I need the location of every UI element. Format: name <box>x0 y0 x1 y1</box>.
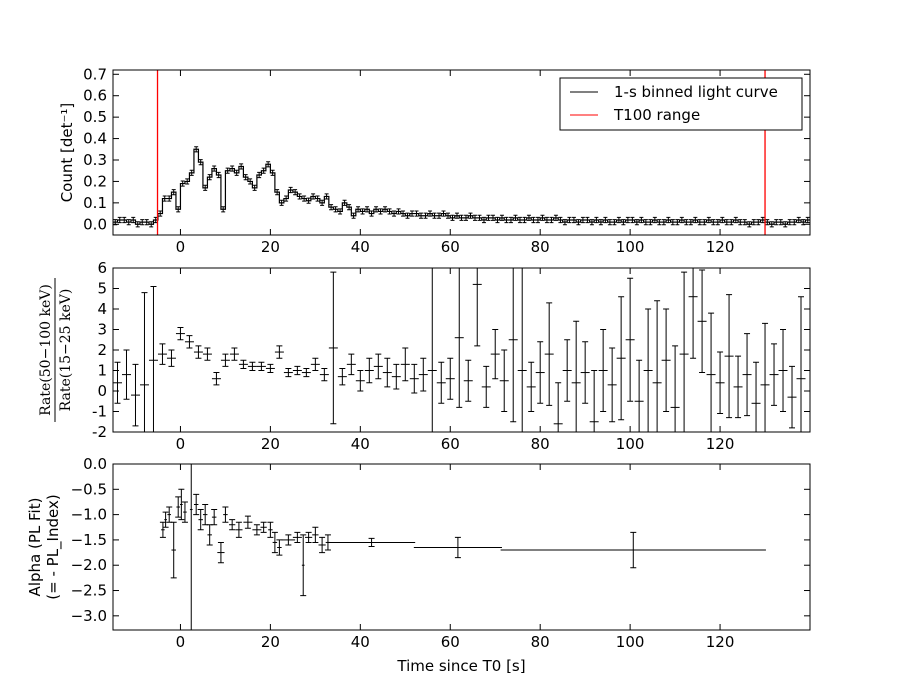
x-tick-label: 60 <box>441 238 460 256</box>
x-tick-label: 60 <box>441 435 460 453</box>
x-tick-label: 120 <box>706 435 735 453</box>
x-tick-label: 0 <box>176 435 186 453</box>
y-tick-label: 3 <box>97 321 107 339</box>
x-tick-label: 20 <box>261 238 280 256</box>
panel: 0 20 40 60 80 100 120 -2 -1 0 1 2 3 4 5 6 Rate(50−100 ke… <box>38 259 811 453</box>
y-tick-label: 0.4 <box>83 130 107 148</box>
x-tick-label: 100 <box>616 238 645 256</box>
y-tick-label: −1.5 <box>71 531 107 549</box>
y-tick-label: −2.0 <box>71 556 107 574</box>
y-axis-label: Alpha (PL Fit) <box>26 498 44 597</box>
y-tick-label: 0.5 <box>83 108 107 126</box>
legend-label: 1-s binned light curve <box>614 83 778 101</box>
y-tick-label: −3.0 <box>71 607 107 625</box>
plot-area <box>113 70 810 235</box>
legend <box>559 77 803 131</box>
x-tick-label: 100 <box>616 633 645 651</box>
y-tick-label: 0.7 <box>83 65 107 83</box>
x-tick-label: 100 <box>616 435 645 453</box>
x-tick-label: 60 <box>441 633 460 651</box>
y-label-numerator: Rate(50−100 keV) <box>38 284 54 416</box>
y-axis-label: Rate(50−100 keV) Rate(15−25 keV) <box>38 278 74 422</box>
y-tick-label: 5 <box>97 280 107 298</box>
panel: 0 20 40 60 80 100 120 0.0 0.1 0.2 0.3 0.4 0.5 0.6 0.7 1… <box>58 65 811 256</box>
y-axis-label: (= - PL_Index) <box>44 494 63 599</box>
x-tick-label: 20 <box>261 633 280 651</box>
light-curve <box>113 148 810 225</box>
x-tick-label: 40 <box>351 633 370 651</box>
x-tick-label: 80 <box>531 238 550 256</box>
plot-area <box>113 268 806 432</box>
x-tick-label: 120 <box>706 633 735 651</box>
y-tick-label: 1 <box>97 362 107 380</box>
y-tick-label: −1.0 <box>71 506 107 524</box>
x-tick-label: 20 <box>261 435 280 453</box>
x-tick-label: 80 <box>531 435 550 453</box>
axes-frame <box>112 69 811 236</box>
y-error-bar <box>190 464 192 630</box>
y-tick-label: 0.3 <box>83 151 107 169</box>
y-tick-label: −0.5 <box>71 480 107 498</box>
x-tick-label: 0 <box>176 633 186 651</box>
y-tick-label: −2.5 <box>71 582 107 600</box>
y-tick-label: 0.2 <box>83 172 107 190</box>
y-tick-label: 0.6 <box>83 87 107 105</box>
y-tick-label: 4 <box>97 300 107 318</box>
y-tick-label: 6 <box>97 259 107 277</box>
y-tick-label: 0.0 <box>83 215 107 233</box>
axes-frame <box>112 463 811 631</box>
y-tick-label: -2 <box>92 423 107 441</box>
plot-area <box>159 464 766 630</box>
x-tick-label: 120 <box>706 238 735 256</box>
y-tick-label: 0.1 <box>83 194 107 212</box>
x-tick-label: 40 <box>351 238 370 256</box>
axes-frame <box>112 267 811 433</box>
y-tick-label: 0 <box>97 382 107 400</box>
panel: 0 20 40 60 80 100 120 −3.0 −2.5 −2.0 −1.5 −1.0 −0.5 0… <box>26 455 811 675</box>
y-tick-label: -1 <box>92 403 107 421</box>
y-tick-label: 2 <box>97 341 107 359</box>
y-tick-label: 0.0 <box>83 455 107 473</box>
x-tick-label: 0 <box>176 238 186 256</box>
y-axis-label: Count [det⁻¹] <box>58 103 76 203</box>
x-axis-label: Time since T0 [s] <box>396 657 525 675</box>
x-tick-label: 80 <box>531 633 550 651</box>
y-label-denominator: Rate(15−25 keV) <box>58 289 74 412</box>
x-tick-label: 40 <box>351 435 370 453</box>
legend-label: T100 range <box>613 106 700 124</box>
